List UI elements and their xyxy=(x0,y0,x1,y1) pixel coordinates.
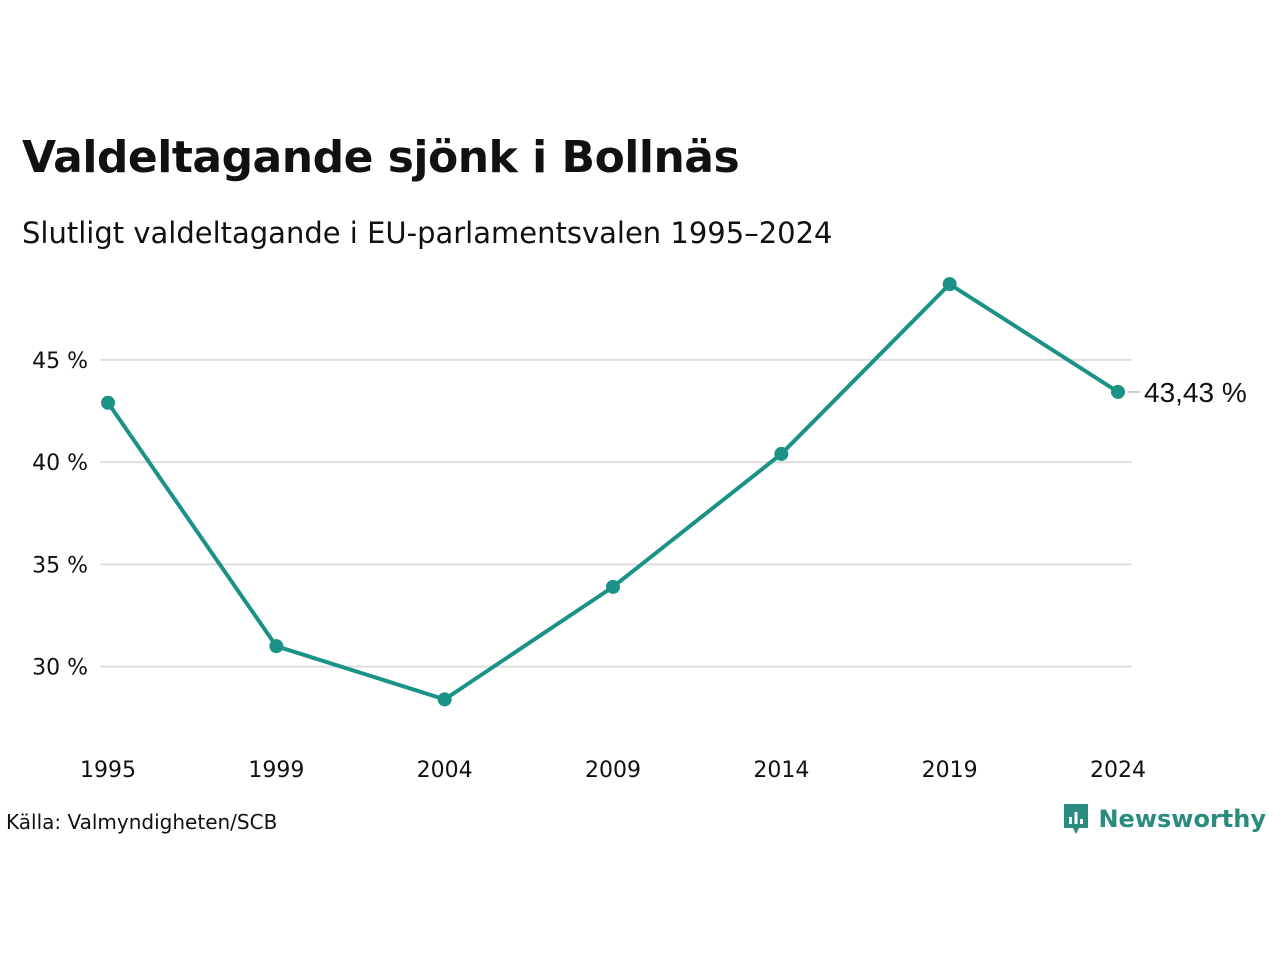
brand-logo: Newsworthy xyxy=(1062,802,1266,836)
brand-name: Newsworthy xyxy=(1098,805,1266,833)
x-tick-label: 2019 xyxy=(922,758,978,783)
data-point xyxy=(269,639,284,654)
chart-subtitle: Slutligt valdeltagande i EU-parlamentsva… xyxy=(22,216,833,250)
x-tick-label: 2009 xyxy=(585,758,641,783)
x-tick-label: 1995 xyxy=(80,758,136,783)
x-tick-label: 2014 xyxy=(753,758,809,783)
x-tick-label: 2004 xyxy=(417,758,473,783)
data-point xyxy=(774,446,789,461)
x-tick-label: 2024 xyxy=(1090,758,1146,783)
data-point xyxy=(606,579,620,594)
data-point xyxy=(1111,384,1125,399)
series-line xyxy=(106,282,1120,702)
y-tick-label: 40 % xyxy=(32,451,88,476)
y-tick-label: 35 % xyxy=(32,553,88,578)
chart-title: Valdeltagande sjönk i Bollnäs xyxy=(22,132,740,183)
data-point xyxy=(101,395,115,410)
y-tick-label: 45 % xyxy=(32,349,88,374)
data-point xyxy=(942,277,957,292)
x-tick-label: 1999 xyxy=(248,758,304,783)
end-value-label: 43,43 % xyxy=(1144,377,1247,408)
source-note: Källa: Valmyndigheten/SCB xyxy=(6,810,278,834)
y-tick-label: 30 % xyxy=(32,656,88,681)
newsworthy-logo-icon xyxy=(1064,804,1089,834)
data-point xyxy=(437,692,452,707)
